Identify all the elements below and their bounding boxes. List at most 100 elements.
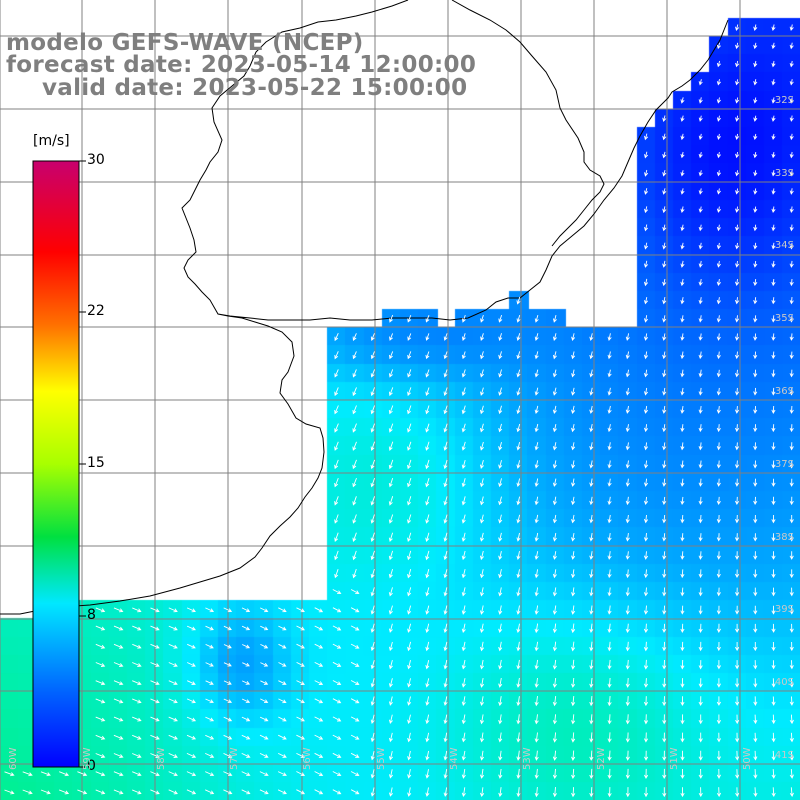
wind-arrow — [370, 477, 376, 488]
wind-arrow — [643, 424, 649, 433]
wind-arrow — [186, 698, 196, 704]
wind-arrow — [753, 496, 758, 506]
wind-arrow — [479, 569, 485, 579]
wind-arrow — [771, 424, 776, 433]
wind-arrow — [625, 605, 630, 615]
wind-arrow — [662, 260, 667, 268]
wind-arrow — [716, 569, 721, 579]
wind-arrow — [716, 297, 721, 305]
wind-arrow — [223, 680, 232, 685]
wind-arrow — [77, 789, 88, 795]
wind-arrow — [95, 643, 106, 649]
wind-arrow — [662, 732, 667, 743]
wind-arrow — [516, 587, 521, 597]
wind-arrow — [662, 787, 667, 798]
wind-arrow — [644, 242, 649, 250]
wind-arrow — [680, 424, 685, 433]
wind-arrow — [350, 661, 360, 667]
wind-arrow — [643, 569, 649, 579]
wind-arrow — [534, 659, 539, 670]
wind-arrow — [771, 42, 776, 50]
wind-arrow — [370, 405, 376, 415]
wind-arrow — [461, 641, 466, 652]
wind-arrow — [771, 623, 776, 633]
wind-arrow — [698, 496, 703, 506]
wind-arrow — [625, 768, 630, 780]
wind-arrow — [407, 750, 412, 761]
wind-arrow — [407, 333, 412, 341]
wind-arrow — [789, 750, 794, 761]
wind-arrow — [461, 387, 466, 397]
wind-arrow — [753, 714, 758, 725]
wind-arrow — [735, 24, 740, 32]
wind-arrow — [425, 769, 430, 779]
wind-arrow — [680, 387, 685, 396]
wind-arrow — [516, 732, 521, 743]
wind-arrow — [662, 659, 667, 670]
wind-arrow — [734, 424, 740, 433]
wind-arrow — [388, 405, 394, 415]
wind-arrow — [278, 698, 287, 704]
wind-arrow — [498, 605, 503, 615]
wind-arrow — [771, 787, 776, 798]
wind-arrow — [753, 24, 758, 32]
wind-arrow — [607, 569, 612, 579]
wind-arrow — [771, 242, 776, 250]
wind-arrow — [425, 441, 430, 451]
wind-arrow — [625, 569, 630, 579]
wind-arrow — [516, 405, 521, 415]
wind-arrow — [443, 351, 448, 360]
wind-arrow — [662, 278, 667, 287]
wind-arrow — [498, 405, 503, 415]
wind-arrow — [259, 734, 269, 740]
wind-arrow — [552, 369, 557, 378]
wind-arrow — [716, 369, 721, 378]
wind-arrow — [589, 569, 594, 579]
wind-arrow — [753, 97, 758, 104]
wind-arrow — [334, 387, 339, 397]
wind-arrow — [443, 659, 448, 670]
wind-arrow — [771, 533, 776, 542]
wind-arrow — [443, 769, 448, 779]
wind-arrow — [698, 569, 703, 579]
wind-arrow — [223, 771, 233, 777]
wind-arrow — [461, 423, 466, 433]
wind-arrow — [241, 607, 251, 613]
wind-arrow — [789, 24, 794, 32]
wind-arrow — [789, 696, 794, 706]
wind-arrow — [662, 297, 667, 305]
wind-arrow — [662, 424, 667, 433]
wind-arrow — [753, 115, 758, 122]
wind-arrow — [388, 787, 394, 797]
wind-arrow — [735, 551, 740, 560]
wind-arrow — [150, 734, 160, 740]
wind-arrow — [150, 643, 160, 649]
wind-arrow — [571, 460, 576, 469]
wind-arrow — [680, 133, 685, 141]
wind-arrow — [735, 224, 740, 232]
lon-label-52w: 52W — [596, 747, 607, 770]
wind-arrow — [716, 60, 721, 68]
wind-arrow — [735, 79, 740, 86]
wind-arrow — [278, 734, 287, 740]
wind-arrow — [789, 188, 794, 195]
wind-arrow — [753, 260, 758, 268]
wind-arrow — [589, 405, 594, 414]
wind-arrow — [735, 60, 740, 68]
wind-arrow — [498, 314, 503, 323]
wind-arrow — [296, 607, 305, 613]
wind-arrow — [370, 459, 376, 470]
wind-arrow — [370, 714, 375, 725]
wind-arrow — [662, 496, 667, 506]
wind-arrow — [350, 607, 360, 613]
wind-arrow — [334, 477, 339, 488]
wind-arrow — [789, 151, 794, 159]
wind-arrow — [350, 589, 360, 595]
wind-arrow — [716, 115, 721, 122]
wind-arrow — [771, 387, 776, 396]
wind-arrow — [698, 424, 703, 433]
wind-arrow — [389, 351, 394, 360]
wind-arrow — [334, 459, 339, 470]
wind-arrow — [607, 677, 612, 688]
wind-arrow — [644, 169, 649, 177]
